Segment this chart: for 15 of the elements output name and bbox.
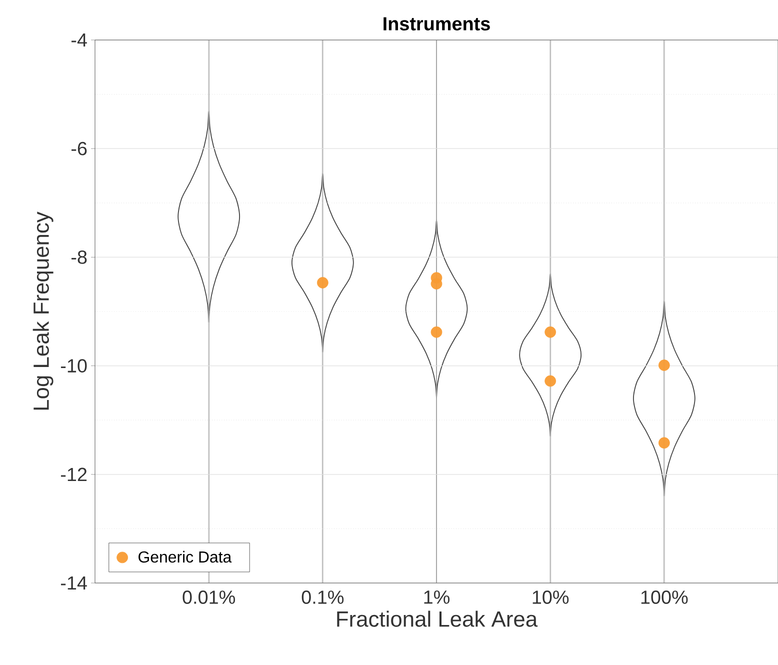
y-tick-label: -10 bbox=[60, 359, 87, 372]
x-tick-label: 0.01% bbox=[182, 590, 235, 604]
y-tick-label: -8 bbox=[72, 250, 87, 264]
x-tick-label: 0.1% bbox=[302, 590, 344, 604]
y-tick-label: -6 bbox=[72, 142, 87, 156]
y-tick-label: -14 bbox=[60, 576, 87, 590]
legend-label: Generic Data bbox=[138, 550, 232, 563]
x-axis-title: Fractional Leak Area bbox=[337, 610, 538, 627]
y-tick-label: -12 bbox=[60, 468, 87, 482]
x-tick-label: 1% bbox=[424, 590, 450, 604]
x-tick-label: 100% bbox=[641, 590, 688, 604]
y-axis-title: Log Leak Frequency bbox=[32, 212, 54, 410]
x-tick-label: 10% bbox=[532, 590, 569, 604]
y-tick-label: -4 bbox=[72, 33, 87, 47]
chart-title: Instruments bbox=[384, 17, 490, 30]
